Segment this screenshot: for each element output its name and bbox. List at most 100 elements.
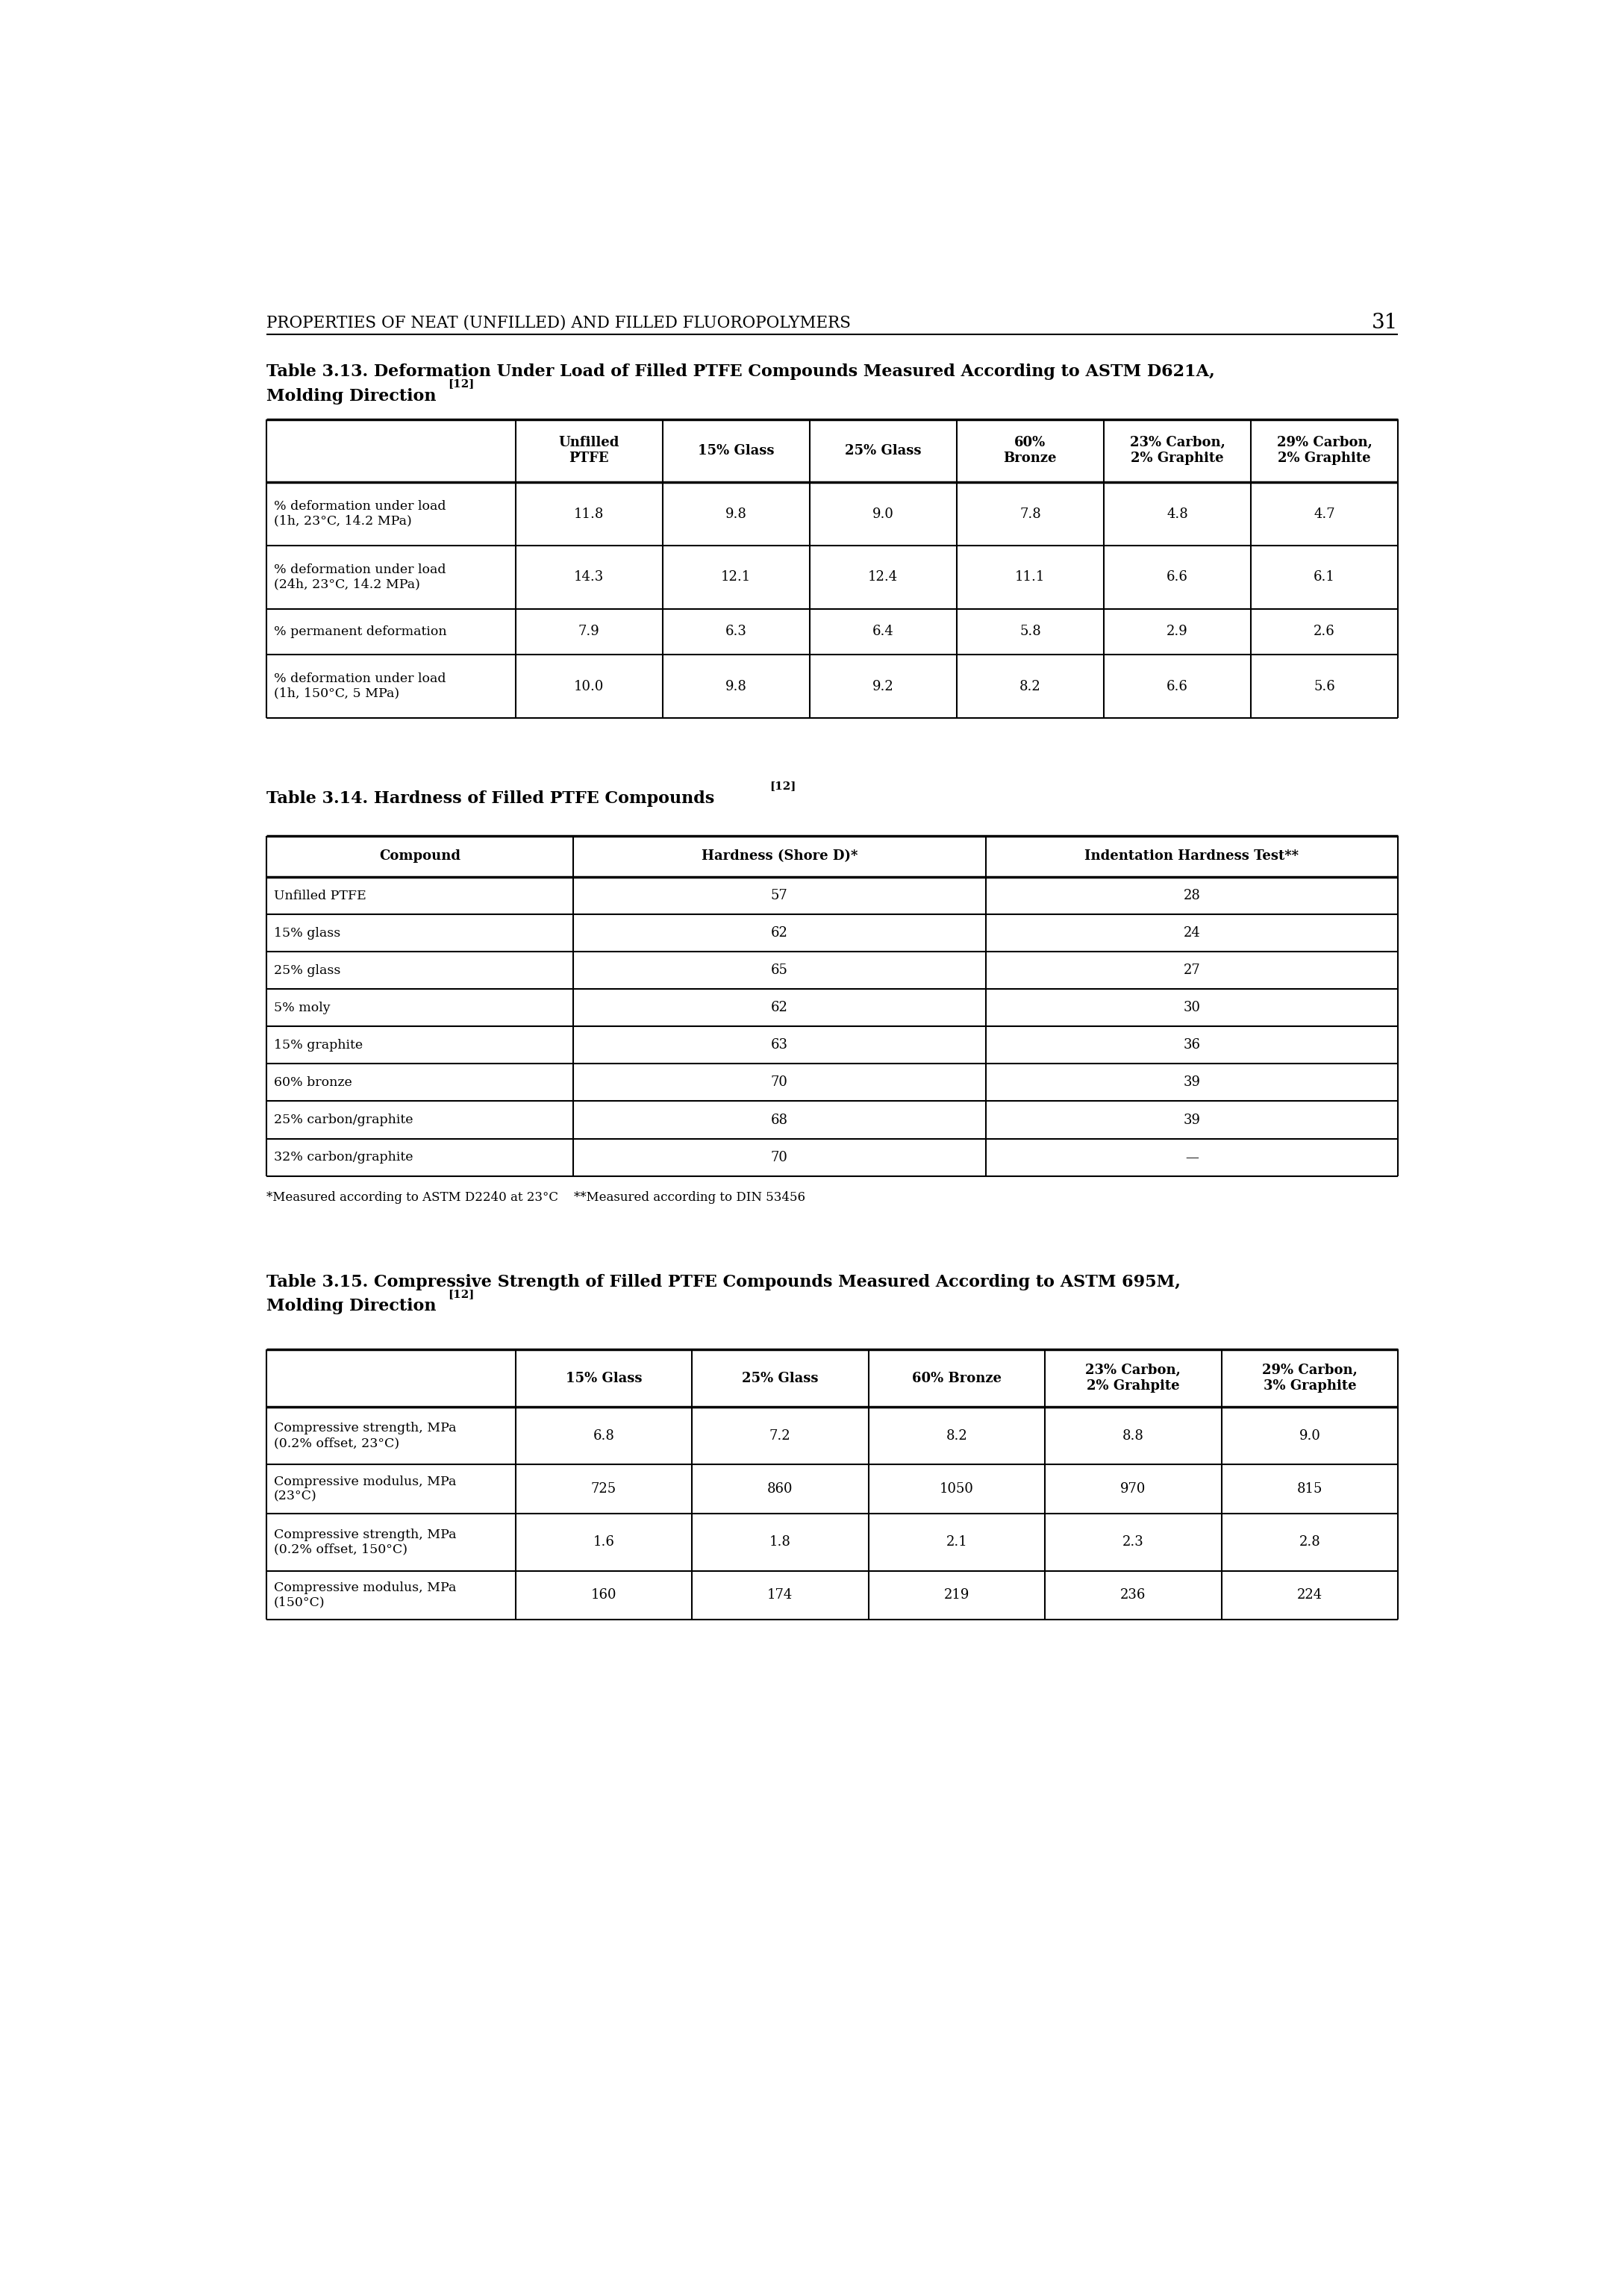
Text: 12.4: 12.4 — [869, 571, 898, 583]
Text: 10.0: 10.0 — [573, 679, 604, 693]
Text: 860: 860 — [767, 1483, 793, 1496]
Text: 15% glass: 15% glass — [273, 927, 339, 939]
Text: 6.8: 6.8 — [593, 1430, 614, 1441]
Text: 15% graphite: 15% graphite — [273, 1040, 362, 1051]
Text: Compressive modulus, MPa
(23°C): Compressive modulus, MPa (23°C) — [273, 1476, 456, 1503]
Text: Indentation Hardness Test**: Indentation Hardness Test** — [1085, 849, 1299, 863]
Text: 60% bronze: 60% bronze — [273, 1076, 352, 1088]
Text: Molding Direction: Molding Direction — [266, 388, 437, 404]
Text: 5.8: 5.8 — [1020, 624, 1041, 638]
Text: 7.2: 7.2 — [770, 1430, 791, 1441]
Text: Table 3.15. Compressive Strength of Filled PTFE Compounds Measured According to : Table 3.15. Compressive Strength of Fill… — [266, 1274, 1181, 1290]
Text: 2.1: 2.1 — [945, 1535, 968, 1549]
Text: 224: 224 — [1298, 1588, 1322, 1602]
Text: 30: 30 — [1184, 1001, 1200, 1014]
Text: 11.8: 11.8 — [573, 507, 604, 521]
Text: Unfilled
PTFE: Unfilled PTFE — [559, 436, 619, 466]
Text: 8.8: 8.8 — [1122, 1430, 1143, 1441]
Text: 219: 219 — [944, 1588, 970, 1602]
Text: 1050: 1050 — [940, 1483, 974, 1496]
Text: 25% carbon/graphite: 25% carbon/graphite — [273, 1113, 412, 1127]
Text: Compressive strength, MPa
(0.2% offset, 150°C): Compressive strength, MPa (0.2% offset, … — [273, 1528, 456, 1556]
Text: % deformation under load
(24h, 23°C, 14.2 MPa): % deformation under load (24h, 23°C, 14.… — [273, 565, 445, 590]
Text: 31: 31 — [1372, 312, 1398, 333]
Text: [12]: [12] — [448, 1290, 474, 1299]
Text: 39: 39 — [1184, 1113, 1200, 1127]
Text: 6.6: 6.6 — [1166, 571, 1189, 583]
Text: 9.8: 9.8 — [726, 507, 747, 521]
Text: 5.6: 5.6 — [1314, 679, 1335, 693]
Text: 9.8: 9.8 — [726, 679, 747, 693]
Text: 65: 65 — [771, 964, 788, 978]
Text: 160: 160 — [591, 1588, 617, 1602]
Text: 57: 57 — [771, 888, 788, 902]
Text: 6.6: 6.6 — [1166, 679, 1189, 693]
Text: 9.0: 9.0 — [1299, 1430, 1320, 1441]
Text: 4.7: 4.7 — [1314, 507, 1335, 521]
Text: 5% moly: 5% moly — [273, 1001, 330, 1014]
Text: 60%
Bronze: 60% Bronze — [1004, 436, 1057, 466]
Text: 25% Glass: 25% Glass — [844, 443, 921, 457]
Text: 970: 970 — [1121, 1483, 1147, 1496]
Text: 15% Glass: 15% Glass — [698, 443, 775, 457]
Text: 4.8: 4.8 — [1166, 507, 1189, 521]
Text: Molding Direction: Molding Direction — [266, 1299, 437, 1315]
Text: 70: 70 — [771, 1076, 788, 1090]
Text: 70: 70 — [771, 1150, 788, 1164]
Text: 9.0: 9.0 — [872, 507, 893, 521]
Text: 2.6: 2.6 — [1314, 624, 1335, 638]
Text: —: — — [1186, 1150, 1199, 1164]
Text: 6.4: 6.4 — [872, 624, 893, 638]
Text: 62: 62 — [771, 927, 788, 941]
Text: 815: 815 — [1298, 1483, 1322, 1496]
Text: Table 3.14. Hardness of Filled PTFE Compounds: Table 3.14. Hardness of Filled PTFE Comp… — [266, 789, 715, 806]
Text: 12.1: 12.1 — [721, 571, 750, 583]
Text: 9.2: 9.2 — [872, 679, 893, 693]
Text: % permanent deformation: % permanent deformation — [273, 624, 447, 638]
Text: 174: 174 — [768, 1588, 793, 1602]
Text: 23% Carbon,
2% Graphite: 23% Carbon, 2% Graphite — [1130, 436, 1224, 466]
Text: 8.2: 8.2 — [945, 1430, 968, 1441]
Text: 11.1: 11.1 — [1015, 571, 1046, 583]
Text: 15% Glass: 15% Glass — [565, 1372, 641, 1384]
Text: 2.8: 2.8 — [1299, 1535, 1320, 1549]
Text: % deformation under load
(1h, 23°C, 14.2 MPa): % deformation under load (1h, 23°C, 14.2… — [273, 500, 445, 528]
Text: Hardness (Shore D)*: Hardness (Shore D)* — [702, 849, 857, 863]
Text: 63: 63 — [771, 1037, 788, 1051]
Text: 29% Carbon,
2% Graphite: 29% Carbon, 2% Graphite — [1276, 436, 1372, 466]
Text: 24: 24 — [1184, 927, 1200, 941]
Text: 1.8: 1.8 — [770, 1535, 791, 1549]
Text: 36: 36 — [1184, 1037, 1200, 1051]
Text: 14.3: 14.3 — [573, 571, 604, 583]
Text: 725: 725 — [591, 1483, 617, 1496]
Text: 62: 62 — [771, 1001, 788, 1014]
Text: 39: 39 — [1184, 1076, 1200, 1090]
Text: Unfilled PTFE: Unfilled PTFE — [273, 890, 365, 902]
Text: *Measured according to ASTM D2240 at 23°C    **Measured according to DIN 53456: *Measured according to ASTM D2240 at 23°… — [266, 1191, 806, 1205]
Text: 29% Carbon,
3% Graphite: 29% Carbon, 3% Graphite — [1262, 1363, 1358, 1393]
Text: 6.1: 6.1 — [1314, 571, 1335, 583]
Text: 236: 236 — [1121, 1588, 1147, 1602]
Text: PROPERTIES OF NEAT (UNFILLED) AND FILLED FLUOROPOLYMERS: PROPERTIES OF NEAT (UNFILLED) AND FILLED… — [266, 314, 851, 330]
Text: % deformation under load
(1h, 150°C, 5 MPa): % deformation under load (1h, 150°C, 5 M… — [273, 672, 445, 700]
Text: 27: 27 — [1184, 964, 1200, 978]
Text: Compound: Compound — [380, 849, 461, 863]
Text: Table 3.13. Deformation Under Load of Filled PTFE Compounds Measured According t: Table 3.13. Deformation Under Load of Fi… — [266, 363, 1215, 381]
Text: 7.8: 7.8 — [1020, 507, 1041, 521]
Text: 6.3: 6.3 — [726, 624, 747, 638]
Text: Compressive modulus, MPa
(150°C): Compressive modulus, MPa (150°C) — [273, 1581, 456, 1609]
Text: 28: 28 — [1184, 888, 1200, 902]
Text: 32% carbon/graphite: 32% carbon/graphite — [273, 1150, 412, 1164]
Text: 2.9: 2.9 — [1166, 624, 1189, 638]
Text: [12]: [12] — [770, 780, 796, 792]
Text: 60% Bronze: 60% Bronze — [913, 1372, 1002, 1384]
Text: 25% Glass: 25% Glass — [742, 1372, 818, 1384]
Text: 68: 68 — [771, 1113, 788, 1127]
Text: 23% Carbon,
2% Grahpite: 23% Carbon, 2% Grahpite — [1085, 1363, 1181, 1393]
Text: 2.3: 2.3 — [1122, 1535, 1143, 1549]
Text: 8.2: 8.2 — [1020, 679, 1041, 693]
Text: 25% glass: 25% glass — [273, 964, 341, 978]
Text: [12]: [12] — [448, 379, 474, 390]
Text: Compressive strength, MPa
(0.2% offset, 23°C): Compressive strength, MPa (0.2% offset, … — [273, 1423, 456, 1450]
Text: 7.9: 7.9 — [578, 624, 599, 638]
